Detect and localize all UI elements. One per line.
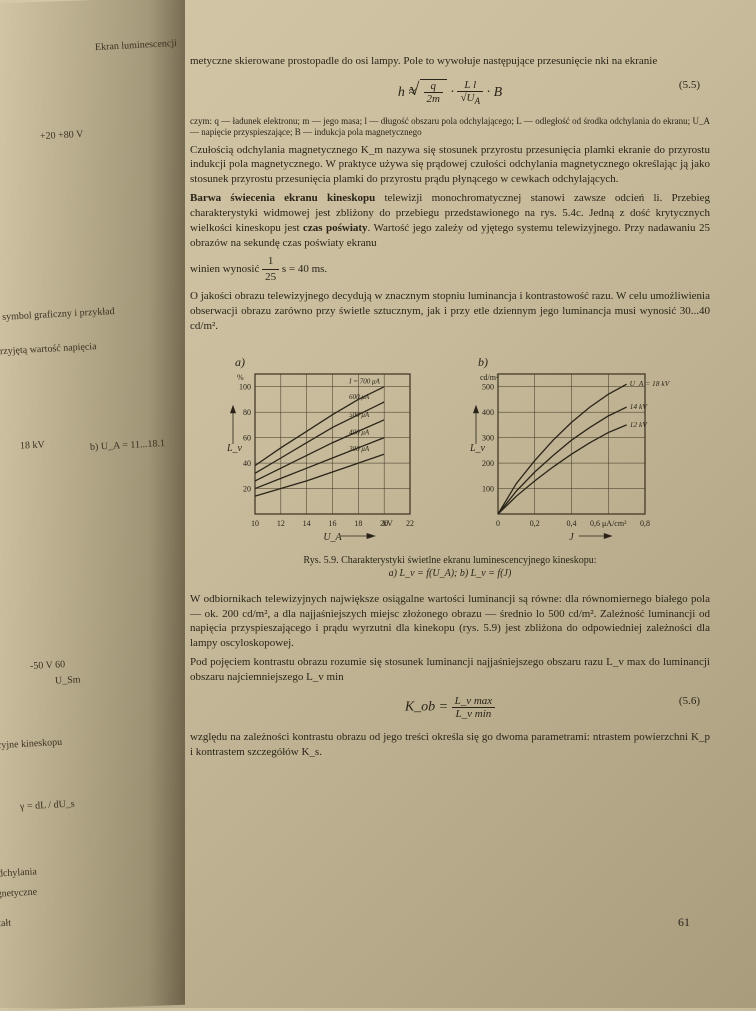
svg-text:100: 100 [239, 382, 251, 391]
svg-text:kV: kV [383, 519, 393, 528]
chart-a: a)20406080100101214161820kV22%L_vU_AI = … [210, 354, 420, 544]
svg-text:0,8: 0,8 [640, 519, 650, 528]
svg-text:300: 300 [482, 433, 494, 442]
left-page-fragment: ącznie odchylanie magnetyczne [0, 887, 37, 905]
text: Czułością odchylania magnetycznego K_m n… [190, 144, 710, 186]
svg-text:100: 100 [482, 484, 494, 493]
svg-text:I = 700 μA: I = 700 μA [348, 377, 380, 385]
lhs: K_ob = [405, 699, 452, 714]
svg-text:12: 12 [277, 519, 285, 528]
svg-text:16: 16 [329, 519, 337, 528]
svg-text:0: 0 [496, 519, 500, 528]
svg-text:b): b) [478, 355, 488, 369]
svg-text:0,2: 0,2 [530, 519, 540, 528]
paragraph-intro: metyczne skierowane prostopadle do osi l… [190, 54, 710, 69]
paragraph-tv-luminance: W odbiornikach telewizyjnych największe … [190, 592, 710, 651]
chart-a-svg: a)20406080100101214161820kV22%L_vU_AI = … [210, 354, 420, 544]
svg-text:0,6 μA/cm²: 0,6 μA/cm² [590, 519, 627, 528]
svg-text:J: J [569, 532, 574, 543]
svg-text:14 kV: 14 kV [630, 402, 649, 411]
svg-text:0,4: 0,4 [567, 519, 577, 528]
svg-text:cd/m²: cd/m² [480, 373, 499, 382]
paragraph-screen-color: Barwa świecenia ekranu kineskopu telewiz… [190, 191, 710, 250]
left-page-fragment: Ekran luminescencji [95, 38, 177, 53]
left-page-fragment: +20 +80 V [40, 129, 84, 142]
svg-text:U_A: U_A [323, 532, 342, 543]
svg-text:40: 40 [243, 459, 251, 468]
svg-text:U_A = 18 kV: U_A = 18 kV [630, 379, 671, 388]
caption-line-1: Rys. 5.9. Charakterystyki świetlne ekran… [303, 555, 596, 566]
right-page: metyczne skierowane prostopadle do osi l… [170, 0, 730, 960]
svg-text:12 kV: 12 kV [630, 420, 649, 429]
paragraph-frac: winien wynosić 125 s = 40 ms. [190, 254, 710, 285]
formula-5-6: K_ob = L_v maxL_v min (5.6) [190, 695, 710, 720]
paragraph-contrast-params: względu na zależności kontrastu obrazu o… [190, 730, 710, 760]
fraction-1-over-25: 125 [262, 254, 279, 285]
equation-number: (5.5) [679, 79, 700, 91]
left-page-fragments: Ekran luminescencji +20 +80 V adowa; b) sy… [0, 0, 180, 1008]
left-page-fragment: -50 V 60 [30, 659, 66, 672]
svg-text:400: 400 [482, 408, 494, 417]
svg-text:L_v: L_v [469, 443, 486, 454]
fraction-kob: L_v maxL_v min [452, 695, 496, 720]
left-page-fragment: γ = dL / dU_s [20, 799, 75, 813]
equation-number: (5.6) [679, 695, 700, 707]
svg-text:500: 500 [482, 382, 494, 391]
svg-text:14: 14 [303, 519, 311, 528]
paragraph-luminance: O jakości obrazu telewizyjnego decydują … [190, 289, 710, 334]
symbol-definitions: czym: q — ładunek elektronu; m — jego ma… [190, 116, 710, 139]
charts-row: a)20406080100101214161820kV22%L_vU_AI = … [190, 354, 710, 544]
chart-b: b) 100 200 300 400 500 0 0,2 0,4 0,6 μA/cm² 0,8 cd/… [450, 354, 690, 544]
svg-text:400 μA: 400 μA [349, 428, 370, 436]
svg-text:80: 80 [243, 408, 251, 417]
caption-line-2: a) L_v = f(U_A); b) L_v = f(J) [389, 568, 512, 579]
left-page-fragment: b) U_A = 11...18.1 [90, 438, 165, 453]
left-page-fragment: uzyskania dużego kąta odchylania [0, 866, 37, 884]
svg-text:500 μA: 500 μA [349, 410, 370, 418]
left-page-fragment: toroidalne mają kształt [0, 918, 11, 934]
svg-text:600 μA: 600 μA [349, 393, 370, 401]
left-page-fragment: 18 kV [20, 439, 45, 451]
text: s = 40 ms. [282, 263, 327, 275]
svg-text:10: 10 [251, 519, 259, 528]
bold-term-1: Barwa świecenia ekranu kineskopu [190, 192, 375, 204]
svg-text:L_v: L_v [226, 443, 243, 454]
chart-b-svg: b) 100 200 300 400 500 0 0,2 0,4 0,6 μA/cm² 0,8 cd/… [450, 354, 690, 544]
svg-text:60: 60 [243, 433, 251, 442]
svg-text:22: 22 [406, 519, 414, 528]
paragraph-sensitivity: Czułością odchylania magnetycznego K_m n… [190, 143, 710, 188]
left-page-fragment: ystyki modulacyjne kineskopu [0, 737, 62, 754]
svg-text:%: % [237, 373, 244, 382]
svg-text:a): a) [235, 355, 245, 369]
svg-text:300 μA: 300 μA [348, 445, 370, 453]
text: winien wynosić [190, 263, 262, 275]
left-page-fragment: i umownie przyjętą wartość napięcia [0, 341, 97, 360]
svg-text:200: 200 [482, 459, 494, 468]
bold-term-2: czas poświaty [303, 222, 368, 234]
left-page-fragment: adowa; b) symbol graficzny i przykład [0, 306, 115, 325]
page-number: 61 [678, 915, 690, 930]
formula-5-5: h ≈ q2m · L l√UA · B (5.5) [190, 79, 710, 106]
svg-text:18: 18 [354, 519, 362, 528]
paragraph-contrast: Pod pojęciem kontrastu obrazu rozumie si… [190, 655, 710, 685]
svg-text:20: 20 [243, 484, 251, 493]
figure-caption: Rys. 5.9. Charakterystyki świetlne ekran… [190, 554, 710, 580]
left-page-fragment: U_Sm [55, 674, 81, 686]
